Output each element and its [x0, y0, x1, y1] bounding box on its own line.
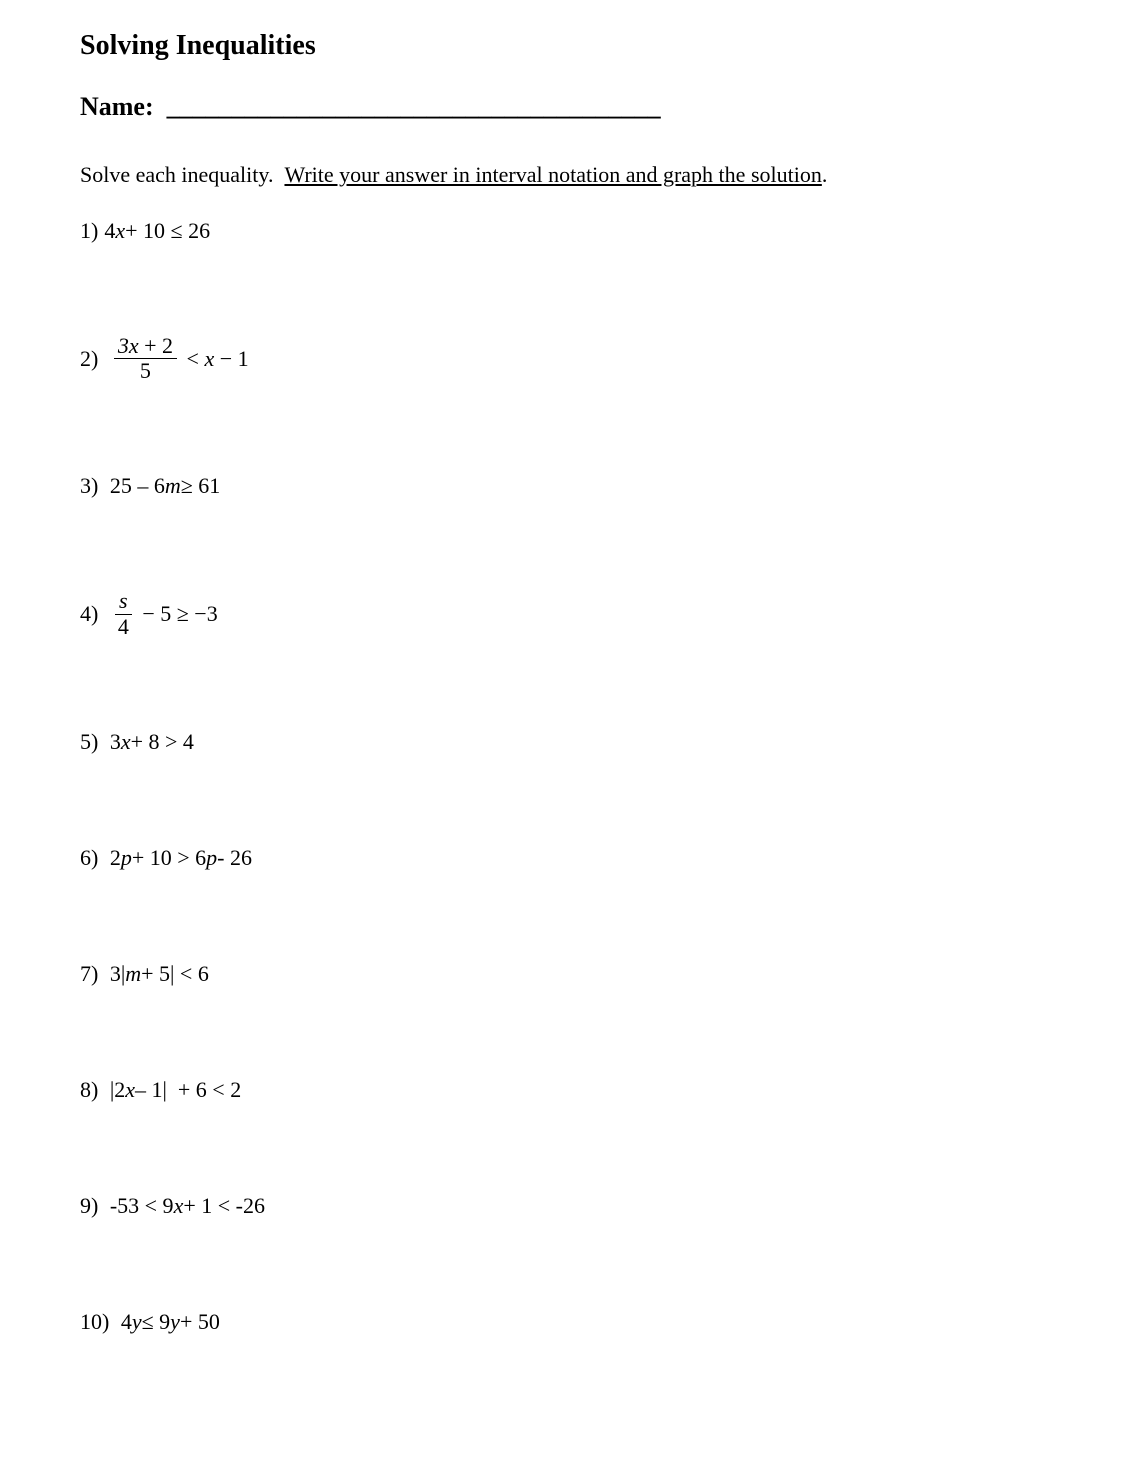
problem-1: 1) 4x + 10 ≤ 26 — [80, 218, 1045, 244]
problem-2-denominator: 5 — [136, 359, 155, 383]
problem-4-fraction: s 4 — [114, 589, 133, 638]
problem-7-expression: 3|m + 5| < 6 — [104, 961, 209, 987]
worksheet-title: Solving Inequalities — [80, 30, 1045, 62]
instructions: Solve each inequality. Write your answer… — [80, 162, 1045, 188]
problem-8-expression: |2x – 1| + 6 < 2 — [104, 1077, 241, 1103]
problem-10-expression: 4y ≤ 9y + 50 — [115, 1309, 220, 1335]
instructions-prefix: Solve each inequality. — [80, 162, 284, 187]
problem-10: 10) 4y ≤ 9y + 50 — [80, 1309, 1045, 1335]
problem-9: 9) -53 < 9x + 1 < -26 — [80, 1193, 1045, 1219]
problem-8-number: 8) — [80, 1077, 98, 1103]
problem-2-number: 2) — [80, 346, 98, 372]
name-blank[interactable]: ______________________________________ — [167, 92, 661, 121]
problem-2-rest: < x − 1 — [187, 346, 249, 372]
problem-5: 5) 3x + 8 > 4 — [80, 729, 1045, 755]
problem-4-number: 4) — [80, 601, 98, 627]
problem-4: 4) s 4 − 5 ≥ −3 — [80, 589, 1045, 638]
problem-7-number: 7) — [80, 961, 98, 987]
problem-2-fraction: 3x + 2 5 — [114, 334, 177, 383]
problem-3-number: 3) — [80, 473, 98, 499]
problem-7: 7) 3|m + 5| < 6 — [80, 961, 1045, 987]
problem-2-expression: 3x + 2 5 < x − 1 — [104, 334, 248, 383]
problem-10-number: 10) — [80, 1309, 109, 1335]
problem-5-number: 5) — [80, 729, 98, 755]
problem-2-numerator: 3x + 2 — [114, 334, 177, 359]
problem-5-expression: 3x + 8 > 4 — [104, 729, 194, 755]
problem-4-numerator: s — [115, 589, 132, 614]
problem-8: 8) |2x – 1| + 6 < 2 — [80, 1077, 1045, 1103]
problem-2: 2) 3x + 2 5 < x − 1 — [80, 334, 1045, 383]
instructions-suffix: . — [822, 162, 828, 187]
problem-4-rest: − 5 ≥ −3 — [142, 601, 217, 627]
problem-9-number: 9) — [80, 1193, 98, 1219]
name-line: Name: __________________________________… — [80, 92, 1045, 122]
problem-4-denominator: 4 — [114, 615, 133, 639]
problem-4-expression: s 4 − 5 ≥ −3 — [104, 589, 217, 638]
problem-9-expression: -53 < 9x + 1 < -26 — [104, 1193, 265, 1219]
problem-6-number: 6) — [80, 845, 98, 871]
problem-1-number: 1) — [80, 218, 98, 244]
instructions-underlined: Write your answer in interval notation a… — [284, 162, 821, 187]
problem-6: 6) 2p + 10 > 6p - 26 — [80, 845, 1045, 871]
problem-3-expression: 25 – 6m ≥ 61 — [104, 473, 220, 499]
problem-6-expression: 2p + 10 > 6p - 26 — [104, 845, 252, 871]
name-label: Name: — [80, 92, 167, 121]
problem-1-expression: 4x + 10 ≤ 26 — [104, 218, 210, 244]
problem-3: 3) 25 – 6m ≥ 61 — [80, 473, 1045, 499]
